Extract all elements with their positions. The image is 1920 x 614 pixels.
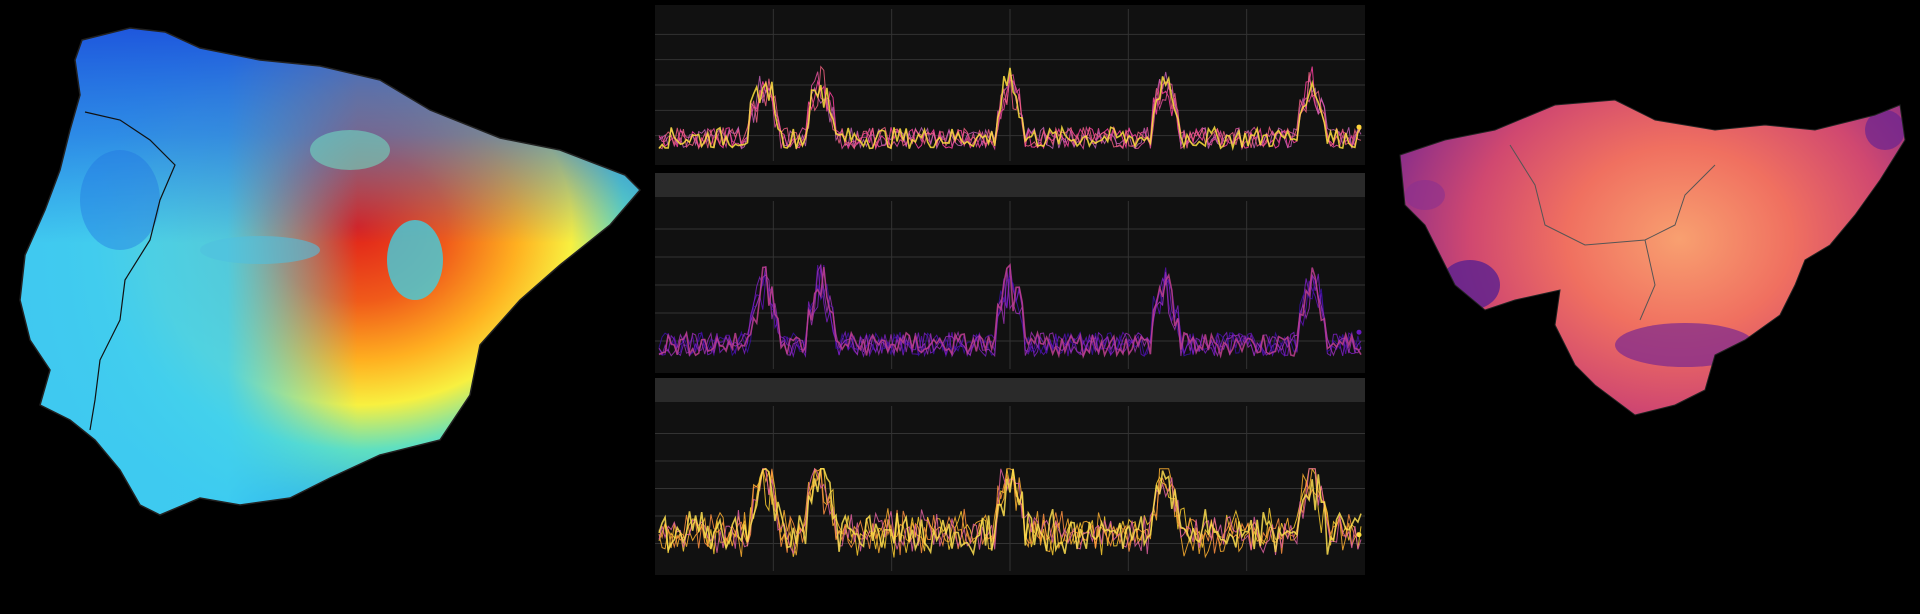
series-line [658, 67, 1362, 151]
series-end-marker [1356, 124, 1362, 130]
series-line [658, 467, 1362, 557]
time-series-panels [655, 5, 1365, 575]
series-end-marker [1356, 329, 1362, 335]
iberia-heat-map [19, 27, 641, 516]
series-line [658, 263, 1362, 359]
series-end-marker [1356, 532, 1362, 538]
panel-top [655, 5, 1365, 165]
panel-header [655, 378, 1365, 402]
panel-header [655, 173, 1365, 197]
panel-middle [655, 173, 1365, 373]
series-line [658, 263, 1362, 358]
basque-heat-map [1399, 99, 1906, 416]
panel-bottom [655, 378, 1365, 575]
